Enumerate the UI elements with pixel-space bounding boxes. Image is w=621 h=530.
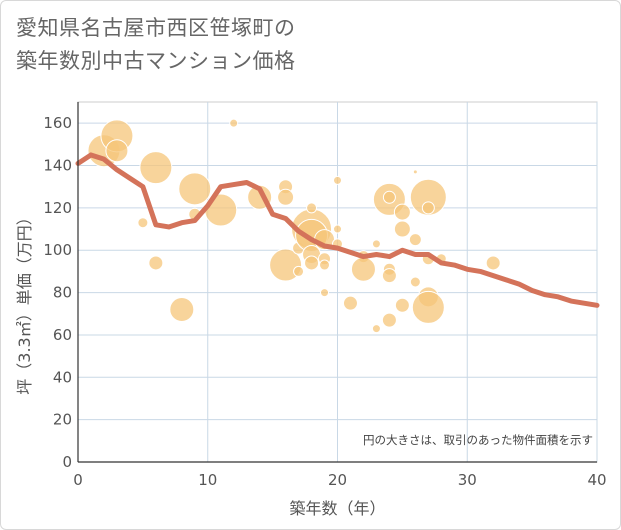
data-bubble [148,255,164,271]
data-bubble [393,220,411,238]
y-tick-label: 60 [53,326,72,344]
data-bubble [178,172,212,206]
data-bubble [333,224,342,234]
axes [77,102,597,463]
data-bubble [408,233,422,247]
data-bubble [105,139,129,163]
data-bubble [393,203,411,221]
y-tick-label: 40 [53,368,72,386]
data-bubble [137,217,149,229]
y-tick-label: 100 [43,241,72,259]
data-bubble [411,290,445,324]
x-tick-label: 20 [328,471,347,489]
data-bubble [394,297,410,313]
y-tick-label: 20 [53,411,72,429]
data-bubble [381,312,397,328]
data-bubble [371,239,381,249]
y-tick-label: 120 [43,199,72,217]
size-note: 円の大きさは、取引のあった物件面積を示す [363,433,593,447]
trend-layer [75,152,600,308]
data-bubble [381,268,397,284]
x-axis-title: 築年数（年） [289,499,385,518]
y-tick-label: 160 [43,114,72,132]
data-bubble [139,151,173,185]
data-bubble [229,118,239,128]
x-tick-label: 10 [198,471,217,489]
data-bubble [371,324,381,334]
chart-title: 愛知県名古屋市西区笹塚町の 築年数別中古マンション価格 [16,12,296,78]
data-bubble [320,288,330,298]
x-tick-label: 0 [73,471,83,489]
data-bubble [304,255,320,271]
data-bubble [293,265,305,277]
trend-line [75,152,600,308]
y-axis-title: 坪（3.3㎡）単価（万円） [15,209,34,394]
x-tick-label: 30 [458,471,477,489]
data-bubble [319,259,331,271]
data-bubble [409,276,421,288]
data-bubble [342,295,358,311]
data-bubble [306,202,318,214]
data-bubble [421,201,435,215]
tick-labels: 0 20 40 60 80 100 120 140 160 0 10 20 30 40 [43,114,606,489]
y-tick-label: 0 [62,453,72,471]
x-tick-label: 40 [587,471,606,489]
data-bubble [277,188,295,206]
y-tick-label: 140 [43,157,72,175]
title-line-1: 愛知県名古屋市西区笹塚町の [16,16,296,40]
title-line-2: 築年数別中古マンション価格 [16,49,296,73]
data-bubble [409,178,447,216]
data-bubble [485,255,501,271]
data-bubble [382,190,396,204]
data-bubble [169,297,195,323]
data-bubble [333,175,342,185]
y-tick-label: 80 [53,284,72,302]
data-bubble [412,169,418,175]
data-bubble [350,256,376,282]
